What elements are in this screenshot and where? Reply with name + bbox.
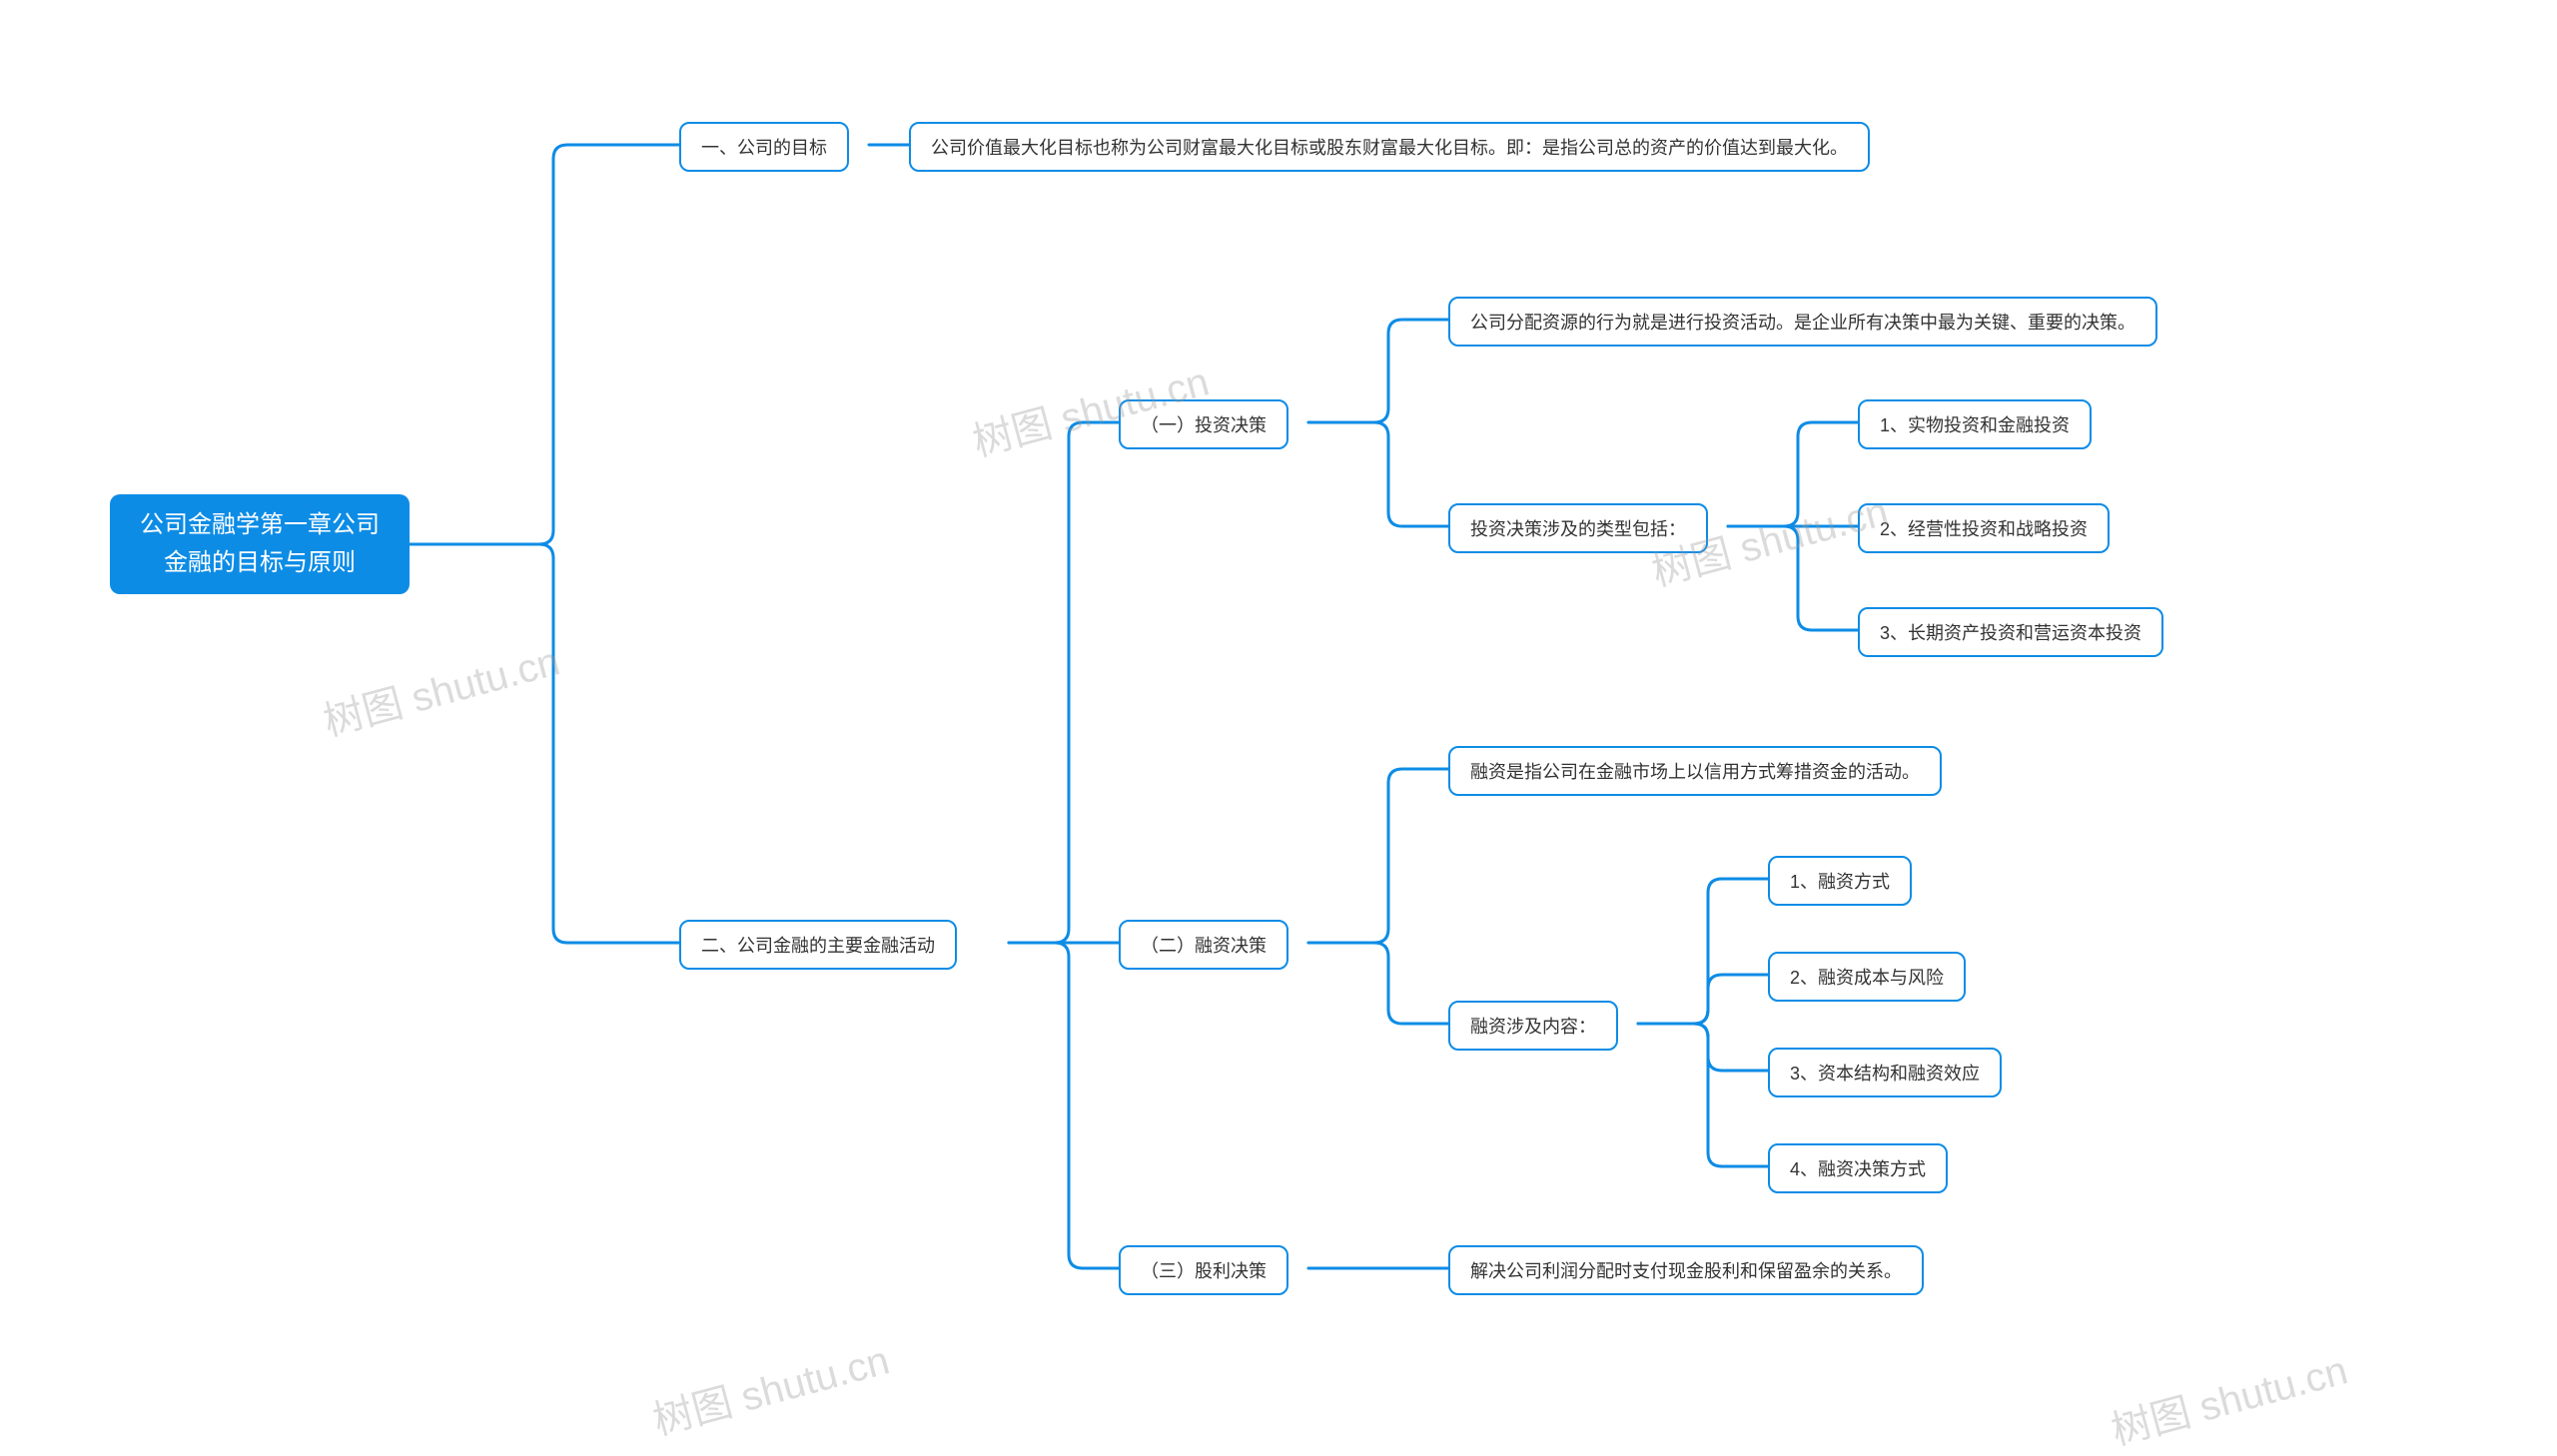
node-label: 2、经营性投资和战略投资 [1880,515,2088,541]
node-label: 4、融资决策方式 [1790,1155,1926,1181]
node-sec2-1-t1[interactable]: 1、实物投资和金融投资 [1858,399,2092,449]
node-sec1[interactable]: 一、公司的目标 [679,122,849,172]
node-label: （二）融资决策 [1141,932,1267,958]
node-label: 融资涉及内容： [1470,1013,1596,1039]
node-sec2-2-c2[interactable]: 2、融资成本与风险 [1768,952,1966,1002]
node-sec2-1-t2[interactable]: 2、经营性投资和战略投资 [1858,503,2110,553]
node-label: 公司价值最大化目标也称为公司财富最大化目标或股东财富最大化目标。即：是指公司总的… [931,134,1848,160]
node-label: 一、公司的目标 [701,134,827,160]
node-label: 解决公司利润分配时支付现金股利和保留盈余的关系。 [1470,1257,1902,1283]
node-sec2-3-desc[interactable]: 解决公司利润分配时支付现金股利和保留盈余的关系。 [1448,1245,1924,1295]
node-label: 3、长期资产投资和营运资本投资 [1880,619,2141,645]
node-label: 二、公司金融的主要金融活动 [701,932,935,958]
node-label: 2、融资成本与风险 [1790,964,1944,990]
node-sec2-2-contents[interactable]: 融资涉及内容： [1448,1001,1618,1051]
node-sec2-1[interactable]: （一）投资决策 [1119,399,1288,449]
node-label: 1、融资方式 [1790,868,1890,894]
root-node[interactable]: 公司金融学第一章公司金融的目标与原则 [110,494,410,594]
node-label: 公司分配资源的行为就是进行投资活动。是企业所有决策中最为关键、重要的决策。 [1470,309,2135,335]
node-sec1-detail[interactable]: 公司价值最大化目标也称为公司财富最大化目标或股东财富最大化目标。即：是指公司总的… [909,122,1870,172]
node-sec2-2[interactable]: （二）融资决策 [1119,920,1288,970]
node-sec2-2-c3[interactable]: 3、资本结构和融资效应 [1768,1048,2002,1097]
node-label: （一）投资决策 [1141,411,1267,437]
node-sec2-3[interactable]: （三）股利决策 [1119,1245,1288,1295]
node-label: 3、资本结构和融资效应 [1790,1060,1980,1086]
node-sec2-2-desc[interactable]: 融资是指公司在金融市场上以信用方式筹措资金的活动。 [1448,746,1942,796]
node-label: 投资决策涉及的类型包括： [1470,515,1686,541]
node-label: （三）股利决策 [1141,1257,1267,1283]
node-sec2-1-desc[interactable]: 公司分配资源的行为就是进行投资活动。是企业所有决策中最为关键、重要的决策。 [1448,297,2157,347]
node-label: 融资是指公司在金融市场上以信用方式筹措资金的活动。 [1470,758,1920,784]
node-sec2-1-types[interactable]: 投资决策涉及的类型包括： [1448,503,1708,553]
root-label: 公司金融学第一章公司金融的目标与原则 [130,506,390,583]
node-sec2-2-c4[interactable]: 4、融资决策方式 [1768,1143,1948,1193]
connectors-svg [0,0,2557,1426]
node-sec2-1-t3[interactable]: 3、长期资产投资和营运资本投资 [1858,607,2163,657]
node-sec2[interactable]: 二、公司金融的主要金融活动 [679,920,957,970]
node-sec2-2-c1[interactable]: 1、融资方式 [1768,856,1912,906]
node-label: 1、实物投资和金融投资 [1880,411,2070,437]
